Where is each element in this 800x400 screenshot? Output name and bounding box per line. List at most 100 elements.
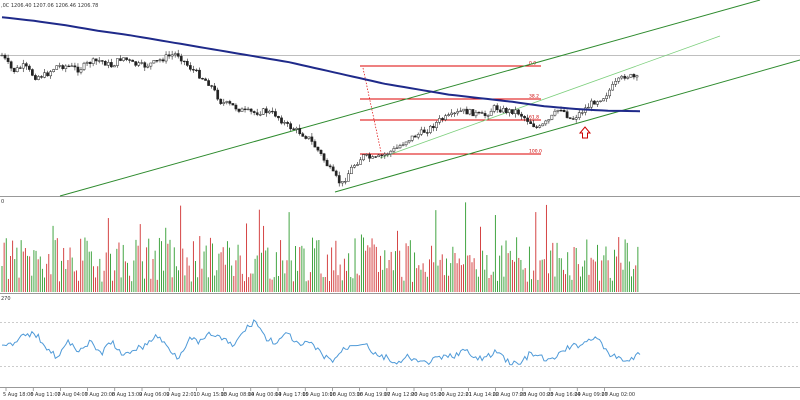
candle-body xyxy=(43,72,46,78)
candle-body xyxy=(204,78,207,81)
candle-body xyxy=(131,59,134,62)
candle-body xyxy=(173,53,177,56)
candle-body xyxy=(605,95,608,99)
candle-body xyxy=(304,136,308,139)
candle-body xyxy=(119,58,122,61)
candle-body xyxy=(189,65,192,70)
candle-body xyxy=(113,65,116,68)
candle-body xyxy=(246,108,250,111)
candle-body xyxy=(152,60,156,64)
candle-body xyxy=(274,111,277,117)
candle-body xyxy=(447,114,450,116)
candle-body xyxy=(526,117,529,122)
x-tick-label: 24 Aug 09:00 xyxy=(574,392,608,398)
candle-body xyxy=(106,62,110,66)
candle-body xyxy=(438,118,441,123)
x-axis: 5 Aug 18:006 Aug 11:007 Aug 04:007 Aug 2… xyxy=(3,388,635,398)
candlestick-series xyxy=(0,49,639,187)
candle-body xyxy=(301,133,305,137)
volume-panel-label: 0 xyxy=(1,199,4,205)
candle-body xyxy=(128,59,131,61)
candle-body xyxy=(359,159,362,165)
candle-body xyxy=(508,109,511,114)
candle-body xyxy=(435,122,438,129)
candle-body xyxy=(222,102,226,104)
candle-body xyxy=(343,181,347,183)
candle-body xyxy=(523,116,526,119)
candle-body xyxy=(176,53,180,57)
candle-body xyxy=(34,75,37,80)
moving-average-line xyxy=(1,16,641,113)
candle-body xyxy=(429,125,432,133)
candle-body xyxy=(207,80,210,86)
candle-body xyxy=(328,165,332,168)
candle-body xyxy=(483,113,487,116)
candle-body xyxy=(94,58,98,62)
candle-body xyxy=(225,101,229,103)
candle-body xyxy=(559,109,563,112)
candle-body xyxy=(416,134,420,138)
candle-body xyxy=(489,111,493,116)
candle-body xyxy=(556,109,560,112)
candle-body xyxy=(346,173,350,182)
candle-body xyxy=(544,120,548,125)
x-tick-label: 16 Aug 19:00 xyxy=(357,392,391,398)
candle-body xyxy=(398,145,402,149)
candle-body xyxy=(602,98,605,102)
candle-body xyxy=(635,75,639,78)
candle-body xyxy=(37,76,40,80)
up-arrow-annotation xyxy=(578,126,592,139)
x-tick-label: 16 Aug 03:00 xyxy=(329,392,363,398)
candle-body xyxy=(234,104,238,110)
candle-body xyxy=(392,148,396,152)
candle-body xyxy=(103,61,107,66)
candle-body xyxy=(316,146,320,151)
candle-body xyxy=(611,84,615,91)
candle-body xyxy=(529,121,532,124)
candle-body xyxy=(383,153,387,156)
candle-body xyxy=(252,111,256,113)
candle-body xyxy=(553,110,557,116)
candle-body xyxy=(313,141,317,148)
candle-body xyxy=(547,119,551,122)
trend-channel xyxy=(59,0,800,197)
candle-body xyxy=(88,62,92,64)
candle-body xyxy=(31,69,34,76)
candle-body xyxy=(599,100,602,102)
channel-mid-line xyxy=(379,35,721,159)
candle-body xyxy=(49,71,52,77)
candle-body xyxy=(286,122,289,124)
candle-body xyxy=(377,154,381,157)
candle-body xyxy=(0,54,4,57)
candle-body xyxy=(477,111,481,114)
x-tick-label: 9 Aug 06:00 xyxy=(139,392,170,398)
candle-body xyxy=(353,165,356,168)
candle-body xyxy=(517,109,520,115)
candle-body xyxy=(167,54,171,57)
candle-body xyxy=(319,149,323,155)
candle-body xyxy=(61,65,65,69)
candle-body xyxy=(350,166,353,175)
candle-body xyxy=(550,114,554,120)
candle-body xyxy=(18,67,22,69)
candle-body xyxy=(261,108,265,115)
candle-body xyxy=(322,153,326,161)
candle-body xyxy=(571,118,575,120)
candle-body xyxy=(307,136,311,139)
candle-body xyxy=(538,125,542,128)
candle-body xyxy=(562,109,566,112)
candle-body xyxy=(198,69,201,79)
candle-body xyxy=(295,127,299,130)
candle-body xyxy=(277,116,280,119)
candle-body xyxy=(24,63,28,67)
candle-body xyxy=(268,110,271,114)
candle-body xyxy=(422,129,426,133)
candle-body xyxy=(620,75,624,79)
candle-body xyxy=(155,60,159,62)
candle-body xyxy=(97,60,101,62)
candle-body xyxy=(9,61,13,69)
candle-body xyxy=(504,108,508,114)
candle-body xyxy=(356,164,359,166)
candle-body xyxy=(134,61,138,66)
candle-body xyxy=(122,57,125,61)
